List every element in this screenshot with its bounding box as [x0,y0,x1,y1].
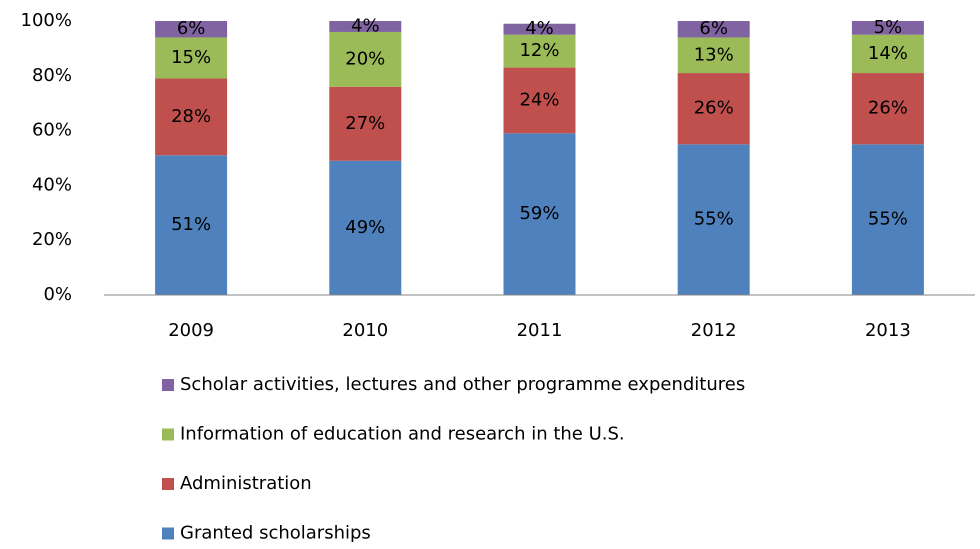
bar-segment [155,21,228,38]
bar-segment [851,144,924,295]
legend-label: Administration [180,473,312,494]
bar-segment [677,73,750,145]
data-label: 15% [171,47,211,68]
legend-swatch [162,379,174,391]
bar-segment [155,37,228,79]
bar-segment [677,144,750,295]
x-tick-label: 2012 [691,320,737,341]
data-label: 14% [868,43,908,64]
data-label: 24% [519,89,559,110]
data-label: 4% [525,18,554,39]
y-tick-label: 80% [32,65,72,86]
data-label: 13% [694,44,734,65]
data-label: 55% [694,209,734,230]
data-label: 49% [345,217,385,238]
y-tick-label: 20% [32,229,72,250]
bar-segment [503,34,576,68]
y-tick-label: 0% [43,284,72,305]
data-label: 6% [699,18,728,39]
bar-segment [329,160,402,295]
bar-segment [503,133,576,295]
x-tick-label: 2009 [168,320,214,341]
data-label: 27% [345,113,385,134]
bar-segment [503,23,576,35]
y-tick-label: 60% [32,120,72,141]
data-label: 5% [874,17,903,38]
data-label: 26% [868,98,908,119]
y-tick-label: 100% [21,10,72,31]
bar-segment [329,86,402,161]
bar-segment [155,155,228,295]
bar-segment [677,37,750,74]
legend-swatch [162,527,174,540]
data-label: 55% [868,209,908,230]
bar-segment [851,21,924,35]
bar-segment [851,73,924,145]
legend-label: Information of education and research in… [180,424,625,445]
data-label: 20% [345,48,385,69]
bar-segment [329,21,402,32]
bar-segment [851,34,924,74]
legend-swatch [162,428,174,441]
bar-segment [677,21,750,38]
data-label: 28% [171,106,211,127]
x-tick-label: 2010 [342,320,388,341]
bar-segment [155,78,228,156]
data-label: 26% [694,98,734,119]
bar-segment [329,31,402,87]
data-label: 4% [351,15,380,36]
legend-swatch [162,478,174,490]
data-label: 12% [519,40,559,61]
x-tick-label: 2011 [517,320,563,341]
data-label: 51% [171,214,211,235]
y-tick-label: 40% [32,174,72,195]
x-tick-label: 2013 [865,320,911,341]
data-label: 6% [177,18,206,39]
bar-segment [503,67,576,134]
legend-label: Scholar activities, lectures and other p… [180,374,745,395]
data-label: 59% [519,203,559,224]
legend-label: Granted scholarships [180,523,371,544]
